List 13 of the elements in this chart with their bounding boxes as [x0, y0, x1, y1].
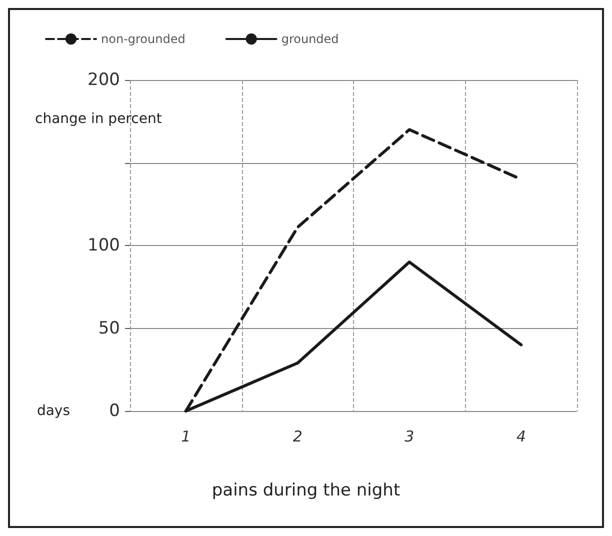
legend-label: grounded [281, 32, 339, 46]
x-tick-label: 2 [292, 428, 302, 446]
y-tick-label: 0 [109, 401, 120, 421]
text: pains during the night [212, 480, 400, 500]
y-axis-title: change in percent [35, 111, 162, 127]
y-tick-label: 50 [98, 318, 120, 338]
x-tick-label: 4 [516, 428, 526, 446]
x-tick-label: 3 [404, 428, 414, 446]
x-axis-title: days [36, 403, 70, 419]
y-tick-label: 100 [88, 236, 120, 256]
x-tick-label: 1 [181, 428, 191, 446]
y-tick-label: 200 [88, 70, 120, 90]
legend-label: non-grounded [101, 32, 186, 46]
